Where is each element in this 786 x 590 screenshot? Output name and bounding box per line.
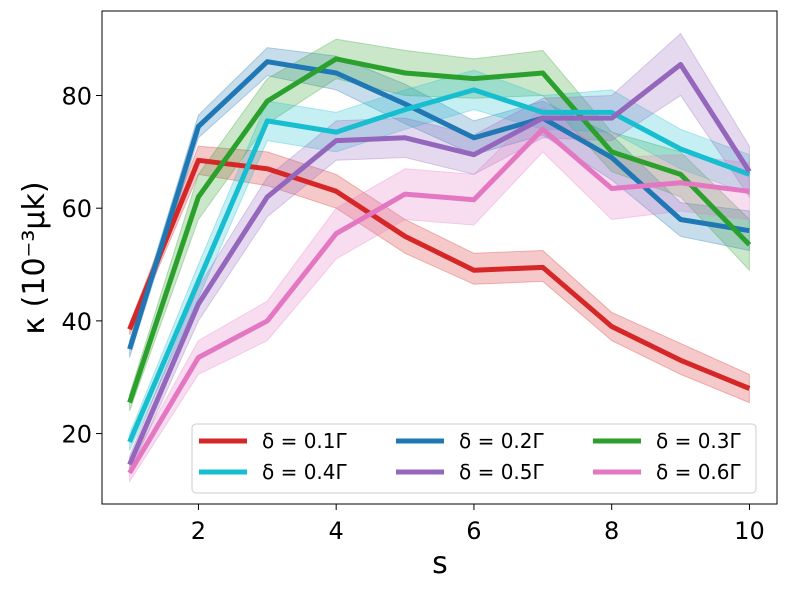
x-axis-ticks: 2 4 6 8 10	[191, 504, 765, 545]
series-line-delta-0-2	[127, 59, 750, 350]
legend-label-delta-0-4: δ = 0.4Γ	[262, 460, 348, 484]
y-tick-label: 80	[61, 83, 92, 111]
band-delta-0-6	[129, 106, 750, 484]
series-line-delta-0-4	[127, 87, 751, 443]
y-axis-ticks: 20 40 60 80	[61, 83, 102, 449]
legend-label-delta-0-6: δ = 0.6Γ	[656, 460, 742, 484]
legend-label-delta-0-5: δ = 0.5Γ	[459, 460, 545, 484]
x-tick-label: 8	[604, 517, 619, 545]
y-tick-label: 60	[61, 195, 92, 223]
y-tick-label: 20	[61, 421, 92, 449]
x-tick-label: 6	[466, 517, 481, 545]
y-axis-title: κ (10⁻³μk)	[17, 181, 52, 334]
series-line-delta-0-1	[127, 157, 751, 391]
x-axis-title: s	[432, 546, 448, 581]
legend-label-delta-0-1: δ = 0.1Γ	[262, 429, 348, 453]
series-line-delta-0-6	[127, 126, 750, 475]
plot-frame	[101, 10, 778, 505]
legend-label-delta-0-3: δ = 0.3Γ	[656, 429, 742, 453]
legend-label-delta-0-2: δ = 0.2Γ	[459, 429, 545, 453]
band-delta-0-4	[129, 69, 750, 451]
series-line-delta-0-3	[127, 56, 752, 404]
y-tick-label: 40	[61, 308, 92, 336]
legend: δ = 0.1Γ δ = 0.2Γ δ = 0.3Γ δ = 0.4Γ δ = 0.5Γ…	[191, 423, 757, 494]
series-lines	[127, 56, 752, 475]
x-tick-label: 2	[191, 517, 206, 545]
series-line-delta-0-5	[127, 62, 752, 466]
x-tick-label: 10	[734, 517, 765, 545]
x-tick-label: 4	[329, 517, 344, 545]
